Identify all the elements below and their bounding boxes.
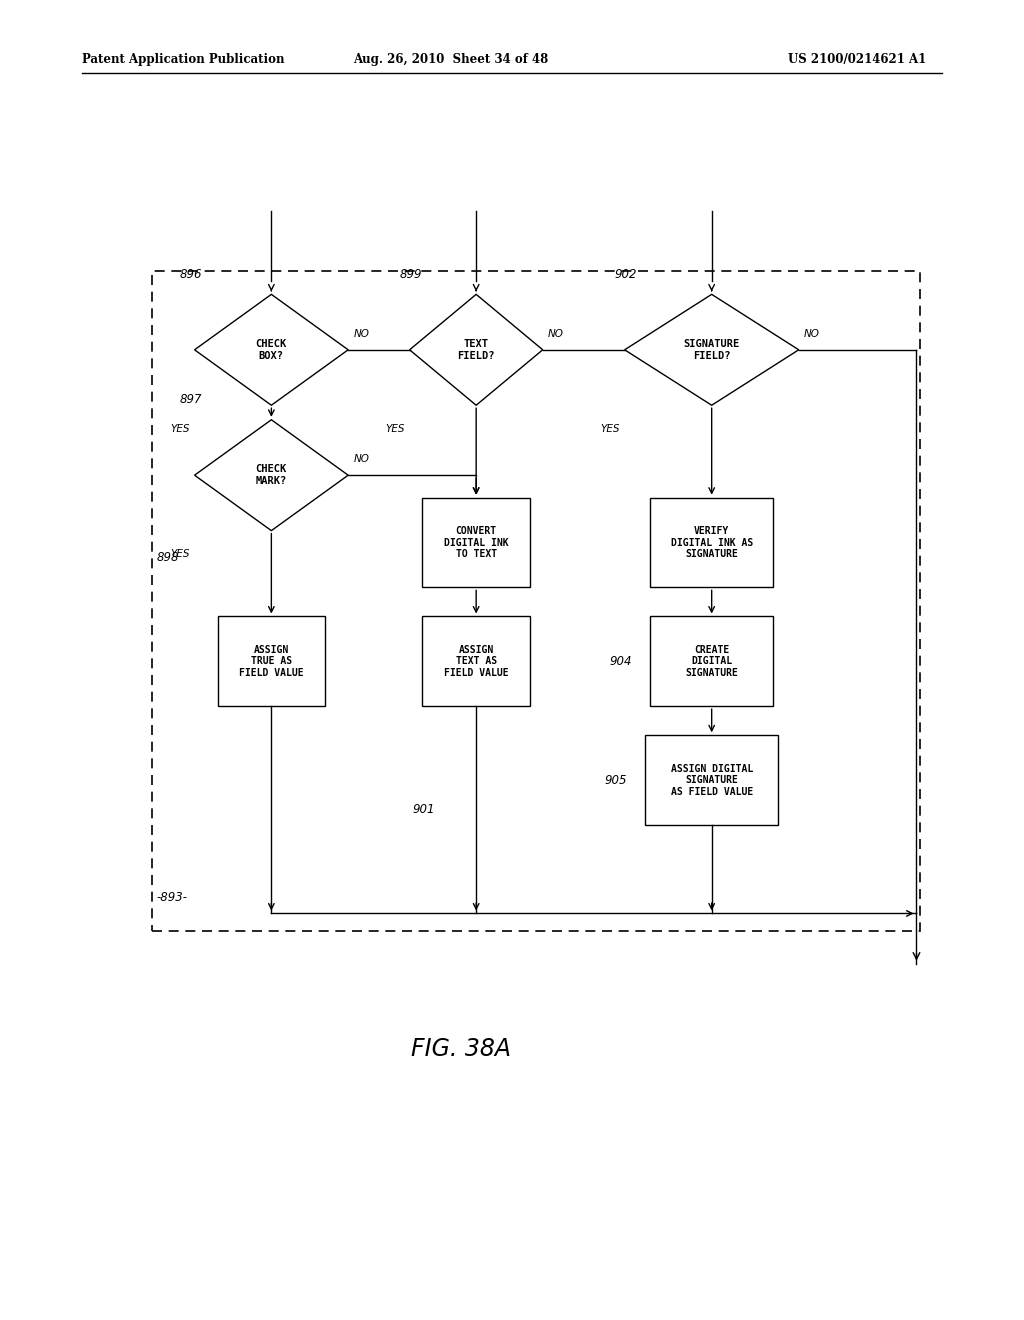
Text: YES: YES — [600, 424, 620, 434]
Bar — [650, 616, 773, 706]
Text: CONVERT
DIGITAL INK
TO TEXT: CONVERT DIGITAL INK TO TEXT — [443, 525, 509, 560]
Bar — [423, 498, 530, 587]
Text: NO: NO — [353, 454, 370, 465]
Text: NO: NO — [804, 329, 820, 339]
Text: YES: YES — [385, 424, 404, 434]
Bar — [650, 498, 773, 587]
Text: TEXT
FIELD?: TEXT FIELD? — [458, 339, 495, 360]
Text: ASSIGN DIGITAL
SIGNATURE
AS FIELD VALUE: ASSIGN DIGITAL SIGNATURE AS FIELD VALUE — [671, 763, 753, 797]
Bar — [423, 616, 530, 706]
Bar — [645, 735, 778, 825]
Text: 899: 899 — [399, 268, 422, 281]
Text: YES: YES — [170, 424, 189, 434]
Text: VERIFY
DIGITAL INK AS
SIGNATURE: VERIFY DIGITAL INK AS SIGNATURE — [671, 525, 753, 560]
Text: CHECK
BOX?: CHECK BOX? — [256, 339, 287, 360]
Text: 898: 898 — [157, 550, 179, 564]
Text: FIG. 38A: FIG. 38A — [411, 1038, 511, 1061]
Text: -893-: -893- — [157, 891, 187, 904]
Text: US 2100/0214621 A1: US 2100/0214621 A1 — [788, 53, 927, 66]
Bar — [152, 271, 920, 931]
Text: ASSIGN
TRUE AS
FIELD VALUE: ASSIGN TRUE AS FIELD VALUE — [239, 644, 304, 678]
Text: 905: 905 — [604, 774, 627, 787]
Text: NO: NO — [548, 329, 564, 339]
Text: YES: YES — [170, 549, 189, 560]
Text: 896: 896 — [179, 268, 202, 281]
Text: 904: 904 — [609, 655, 632, 668]
Text: 897: 897 — [179, 393, 202, 407]
Text: Aug. 26, 2010  Sheet 34 of 48: Aug. 26, 2010 Sheet 34 of 48 — [353, 53, 548, 66]
Text: CREATE
DIGITAL
SIGNATURE: CREATE DIGITAL SIGNATURE — [685, 644, 738, 678]
Text: ASSIGN
TEXT AS
FIELD VALUE: ASSIGN TEXT AS FIELD VALUE — [443, 644, 509, 678]
Text: CHECK
MARK?: CHECK MARK? — [256, 465, 287, 486]
Bar — [218, 616, 326, 706]
Text: NO: NO — [353, 329, 370, 339]
Text: 902: 902 — [614, 268, 637, 281]
Text: SIGNATURE
FIELD?: SIGNATURE FIELD? — [684, 339, 739, 360]
Text: Patent Application Publication: Patent Application Publication — [82, 53, 285, 66]
Text: 901: 901 — [412, 804, 434, 816]
